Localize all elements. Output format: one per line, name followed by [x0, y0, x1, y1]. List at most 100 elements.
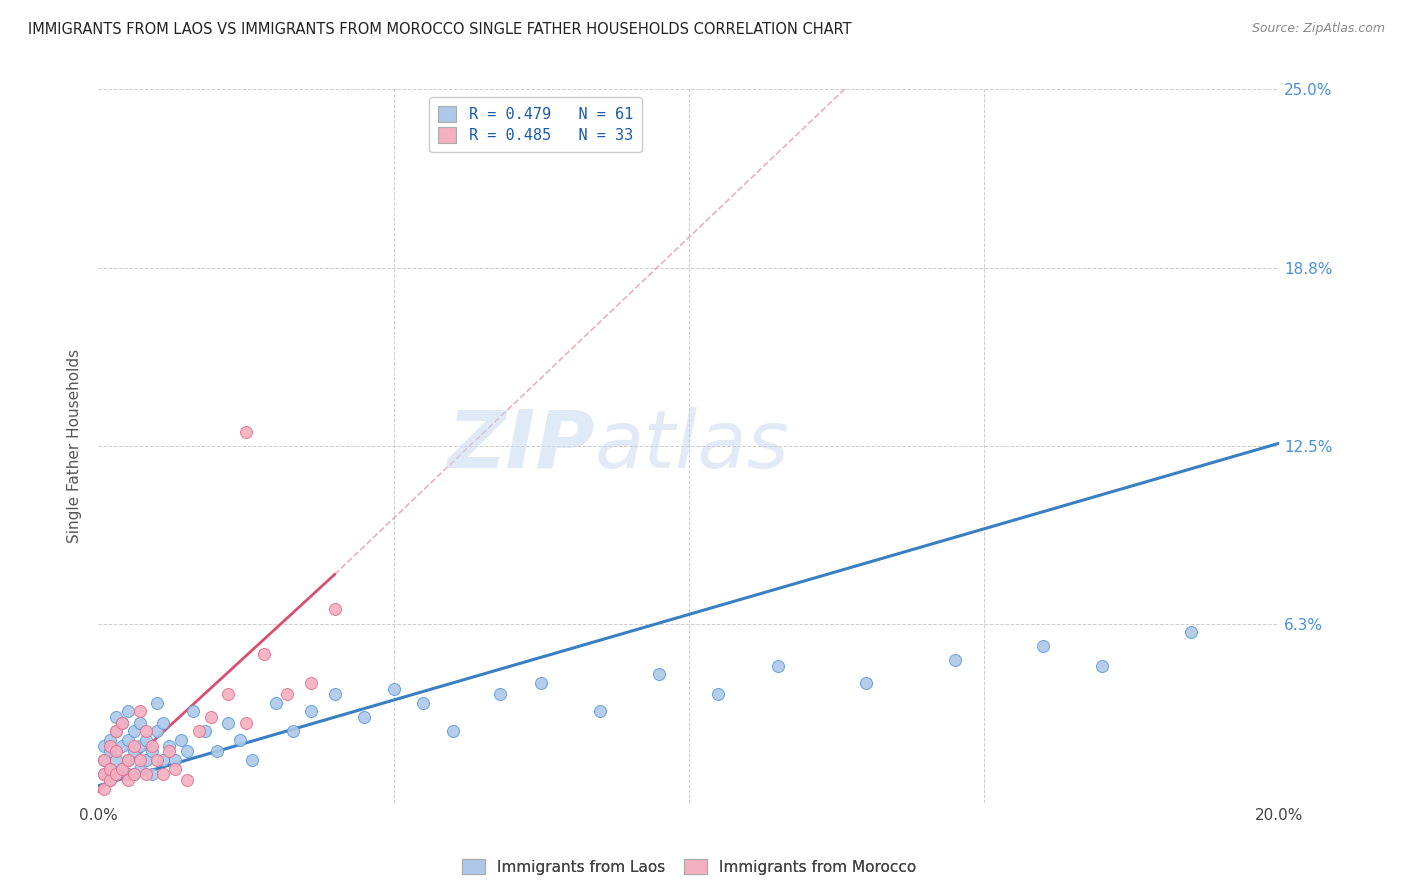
Point — [93, 753, 115, 767]
Point — [235, 425, 257, 439]
Point — [299, 705, 322, 719]
Point — [117, 753, 139, 767]
Point — [264, 696, 287, 710]
Point — [111, 715, 134, 730]
Text: atlas: atlas — [595, 407, 789, 485]
Point — [165, 753, 187, 767]
Point — [353, 710, 375, 724]
Point — [128, 705, 150, 719]
Point — [111, 715, 134, 730]
Point — [98, 772, 121, 787]
Point — [141, 739, 163, 753]
Point — [122, 767, 145, 781]
Point — [128, 753, 150, 767]
Text: Source: ZipAtlas.com: Source: ZipAtlas.com — [1251, 22, 1385, 36]
Point — [217, 715, 239, 730]
Point — [240, 753, 263, 767]
Point — [283, 724, 305, 739]
Point — [217, 687, 239, 701]
Point — [165, 762, 187, 776]
Point — [152, 753, 174, 767]
Point — [229, 733, 252, 747]
Point — [117, 753, 139, 767]
Point — [323, 601, 346, 615]
Point — [128, 739, 150, 753]
Point — [93, 767, 115, 781]
Point — [589, 705, 612, 719]
Point — [105, 710, 128, 724]
Point — [943, 653, 966, 667]
Point — [530, 125, 553, 139]
Point — [176, 772, 198, 787]
Point — [146, 753, 169, 767]
Point — [181, 705, 204, 719]
Point — [187, 724, 209, 739]
Point — [157, 739, 180, 753]
Point — [105, 767, 128, 781]
Point — [1091, 658, 1114, 673]
Point — [98, 762, 121, 776]
Y-axis label: Single Father Households: Single Father Households — [67, 349, 83, 543]
Point — [855, 676, 877, 690]
Point — [152, 767, 174, 781]
Point — [105, 753, 128, 767]
Point — [766, 658, 789, 673]
Point — [122, 724, 145, 739]
Point — [152, 715, 174, 730]
Text: ZIP: ZIP — [447, 407, 595, 485]
Point — [200, 710, 222, 724]
Point — [146, 696, 169, 710]
Point — [276, 687, 298, 701]
Point — [93, 753, 115, 767]
Point — [117, 767, 139, 781]
Point — [441, 724, 464, 739]
Point — [648, 667, 671, 681]
Point — [323, 687, 346, 701]
Point — [489, 687, 512, 701]
Text: IMMIGRANTS FROM LAOS VS IMMIGRANTS FROM MOROCCO SINGLE FATHER HOUSEHOLDS CORRELA: IMMIGRANTS FROM LAOS VS IMMIGRANTS FROM … — [28, 22, 852, 37]
Point — [205, 744, 228, 758]
Legend: Immigrants from Laos, Immigrants from Morocco: Immigrants from Laos, Immigrants from Mo… — [456, 853, 922, 880]
Point — [111, 762, 134, 776]
Point — [141, 744, 163, 758]
Point — [530, 676, 553, 690]
Point — [122, 739, 145, 753]
Point — [253, 648, 276, 662]
Point — [98, 733, 121, 747]
Point — [117, 705, 139, 719]
Point — [105, 744, 128, 758]
Point — [111, 739, 134, 753]
Point — [235, 715, 257, 730]
Point — [135, 724, 157, 739]
Point — [122, 767, 145, 781]
Point — [98, 772, 121, 787]
Point — [135, 767, 157, 781]
Point — [382, 681, 405, 696]
Point — [93, 767, 115, 781]
Point — [135, 753, 157, 767]
Point — [412, 696, 434, 710]
Point — [157, 744, 180, 758]
Point — [117, 772, 139, 787]
Point — [170, 733, 193, 747]
Point — [146, 724, 169, 739]
Point — [1180, 624, 1202, 639]
Point — [128, 715, 150, 730]
Point — [98, 744, 121, 758]
Point — [1032, 639, 1054, 653]
Point — [176, 744, 198, 758]
Point — [105, 724, 128, 739]
Point — [117, 733, 139, 747]
Point — [105, 724, 128, 739]
Point — [98, 762, 121, 776]
Point — [194, 724, 217, 739]
Point — [135, 733, 157, 747]
Point — [98, 739, 121, 753]
Point — [93, 781, 115, 796]
Point — [707, 687, 730, 701]
Point — [299, 676, 322, 690]
Point — [122, 744, 145, 758]
Point — [141, 767, 163, 781]
Point — [93, 739, 115, 753]
Point — [105, 767, 128, 781]
